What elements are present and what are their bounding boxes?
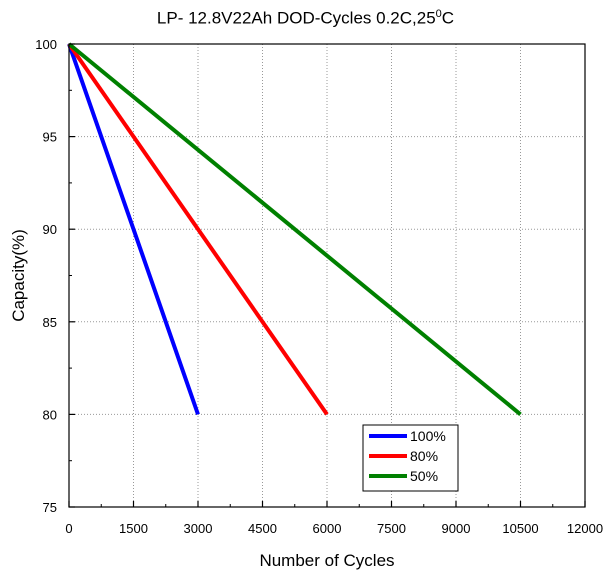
legend-label: 100% — [410, 428, 446, 444]
x-tick-label: 1500 — [119, 521, 148, 536]
y-tick-label: 100 — [35, 37, 57, 52]
grid-lines — [69, 44, 585, 507]
y-tick-label: 85 — [43, 315, 57, 330]
y-tick-label: 95 — [43, 130, 57, 145]
chart-title-suffix: C — [441, 8, 455, 28]
axis-ticks — [68, 43, 586, 508]
x-tick-label: 12000 — [567, 521, 603, 536]
x-tick-label: 3000 — [184, 521, 213, 536]
chart-title-main: LP- 12.8V22Ah DOD-Cycles 0.2C,25 — [156, 8, 436, 28]
y-tick-label: 75 — [43, 500, 57, 515]
tick-labels: 0 1500 3000 4500 6000 7500 9000 10500 12000 75 80 8… — [35, 37, 603, 536]
x-tick-label: 7500 — [377, 521, 406, 536]
x-tick-label: 4500 — [248, 521, 277, 536]
y-tick-label: 80 — [43, 407, 57, 422]
x-tick-label: 0 — [65, 521, 72, 536]
chart-title-superscript: 0 — [435, 8, 442, 20]
series-line-50pct — [67, 42, 522, 416]
legend: 100% 80% 50% — [362, 424, 459, 492]
x-tick-label: 9000 — [442, 521, 471, 536]
y-tick-label: 90 — [43, 222, 57, 237]
series-line-100pct — [67, 43, 200, 416]
series-lines — [67, 42, 522, 416]
x-axis-label: Number of Cycles — [259, 551, 394, 570]
legend-label: 80% — [410, 448, 438, 464]
x-tick-label: 10500 — [502, 521, 538, 536]
y-axis-label: Capacity(%) — [9, 229, 28, 322]
legend-label: 50% — [410, 468, 438, 484]
series-line-80pct — [67, 42, 329, 416]
chart-title: LP- 12.8V22Ah DOD-Cycles 0.2C,250C — [0, 8, 611, 29]
x-tick-label: 6000 — [313, 521, 342, 536]
